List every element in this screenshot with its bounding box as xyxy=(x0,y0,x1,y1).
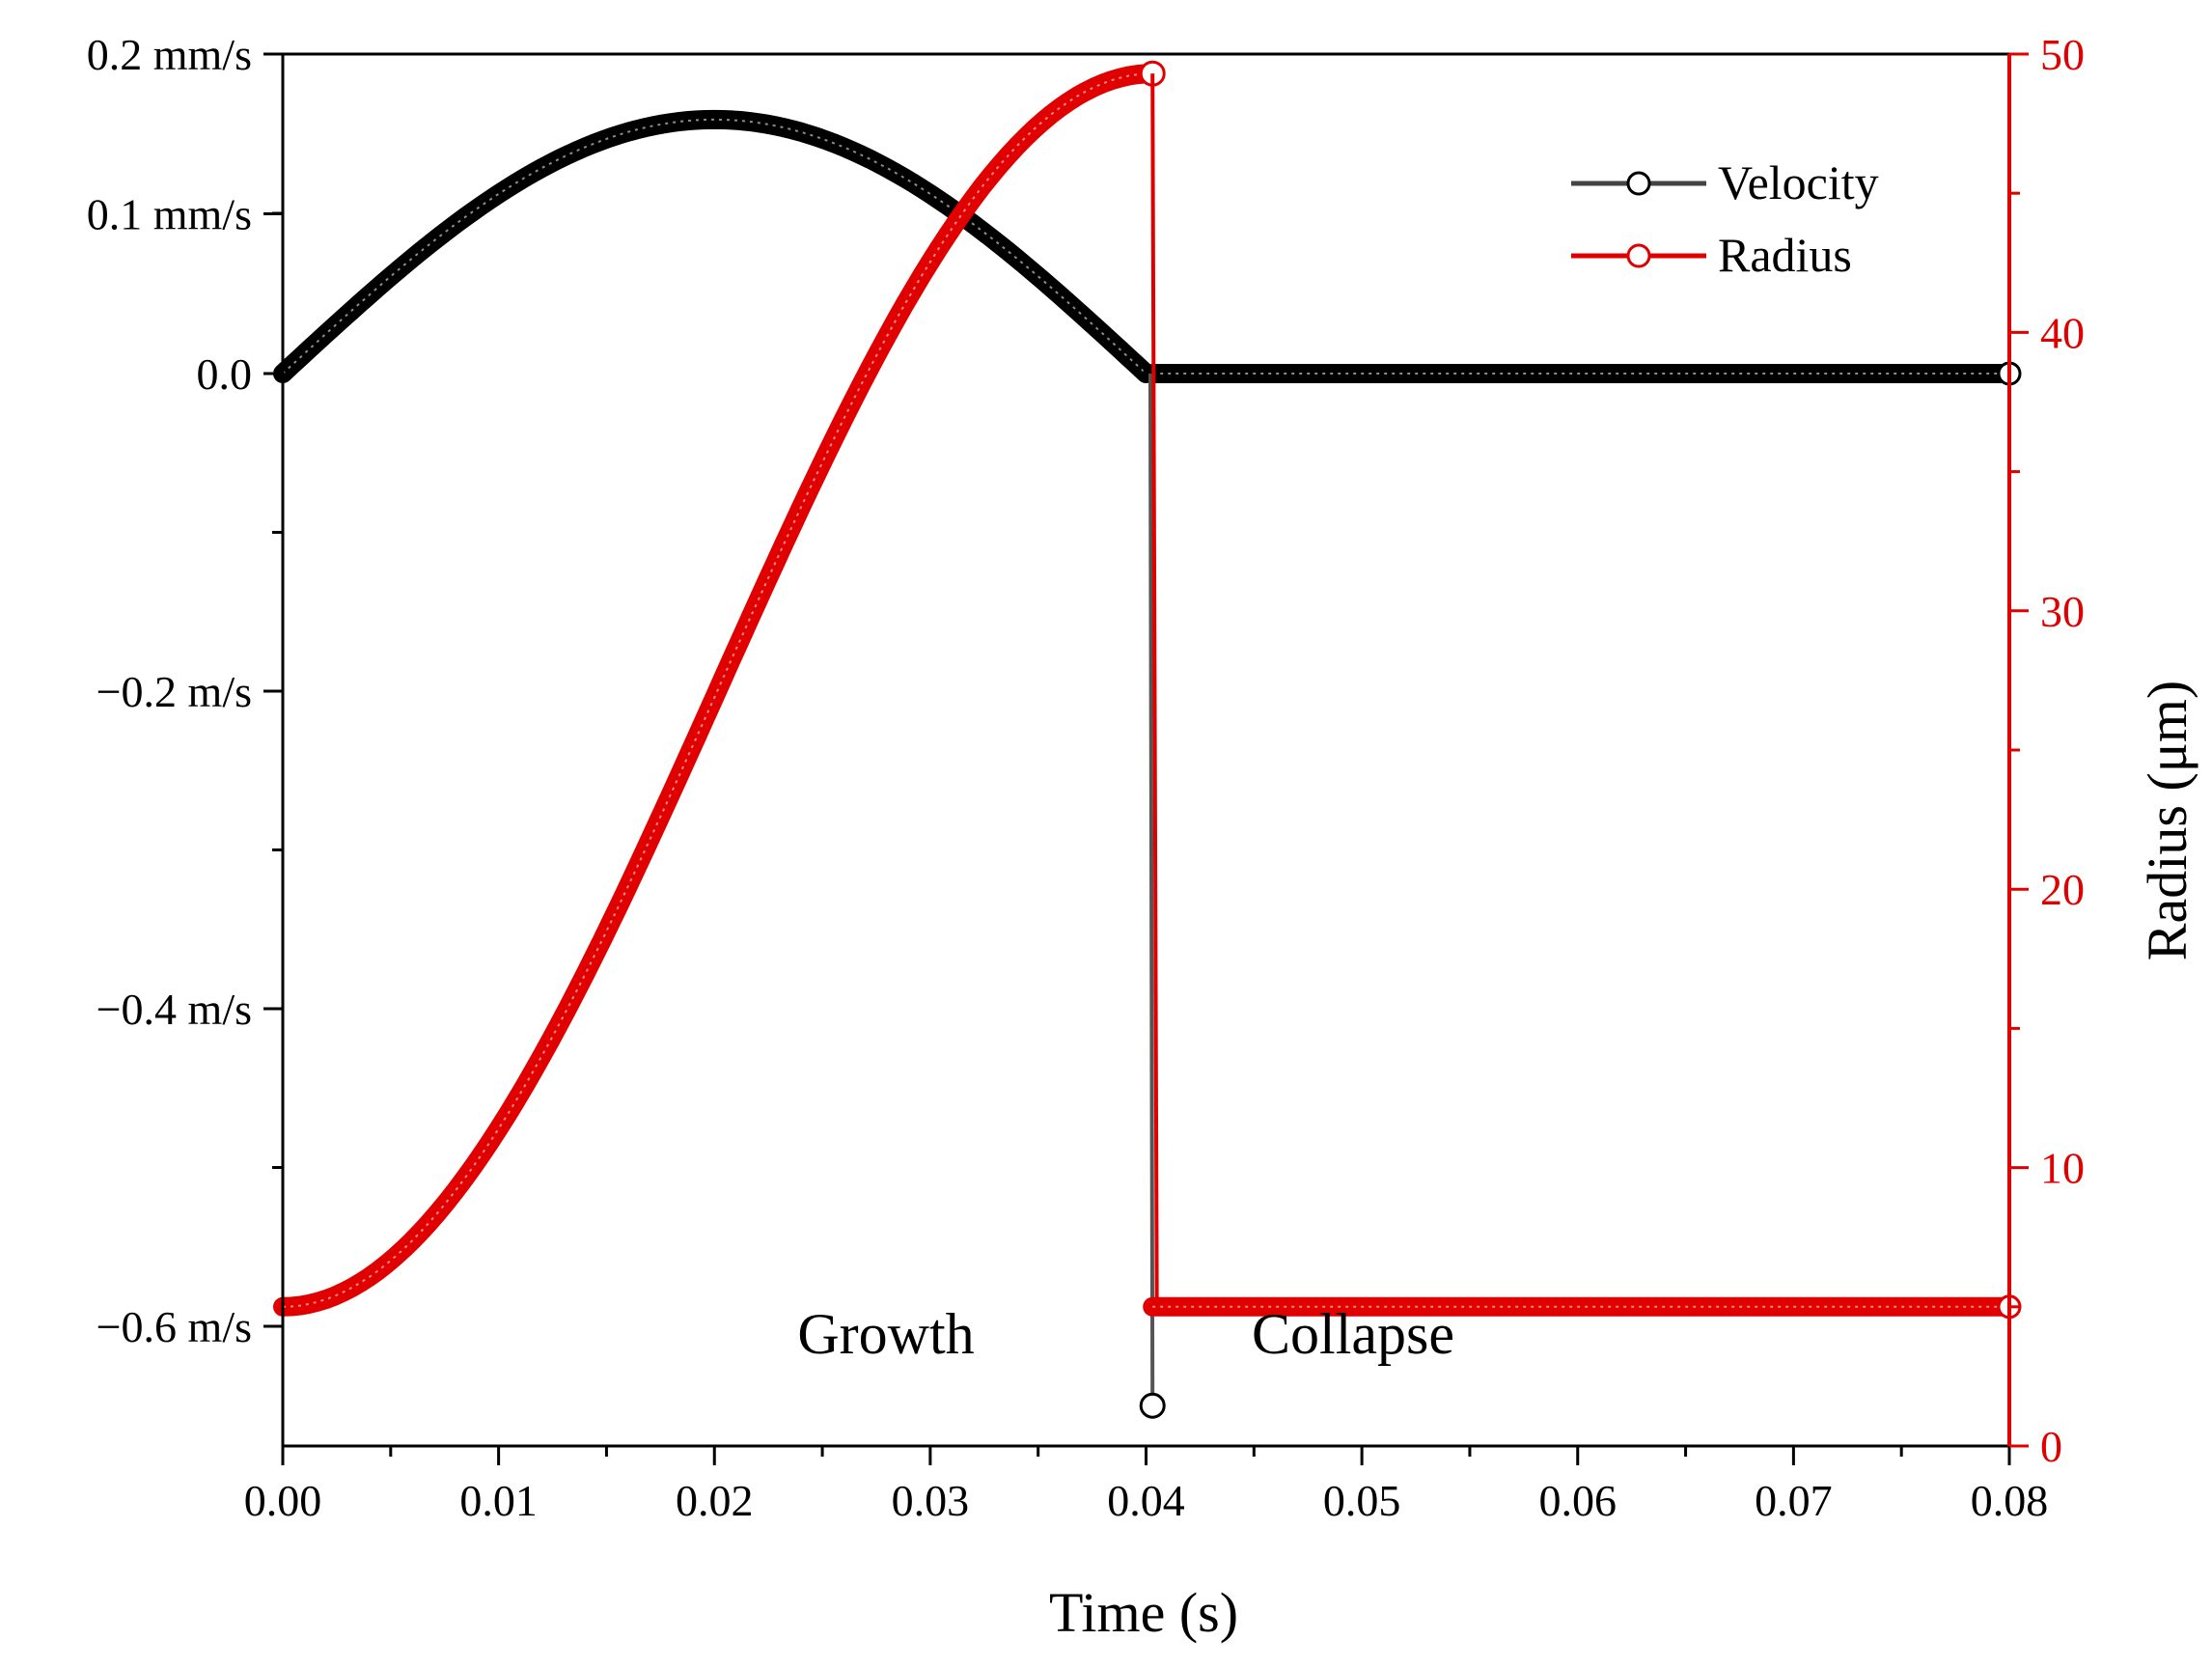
y-right-tick-label: 0 xyxy=(2040,1422,2062,1471)
x-tick-label: 0.02 xyxy=(676,1476,754,1525)
legend: Velocity Radius xyxy=(1571,155,1879,282)
series-velocity-growth xyxy=(273,109,1156,383)
x-tick-label: 0.08 xyxy=(1971,1476,2049,1525)
y-left-tick-label: −0.6 m/s xyxy=(97,1302,252,1351)
x-tick-label: 0.07 xyxy=(1755,1476,1833,1525)
legend-radius-label: Radius xyxy=(1718,228,1852,282)
x-tick-label: 0.03 xyxy=(892,1476,970,1525)
y-right-tick-label: 10 xyxy=(2040,1144,2085,1193)
legend-velocity-label: Velocity xyxy=(1718,155,1879,209)
y-left-tick-label: −0.2 m/s xyxy=(97,667,252,716)
legend-velocity-marker xyxy=(1626,171,1651,196)
legend-radius-marker xyxy=(1626,243,1651,268)
y-left-tick-label: 0.1 mm/s xyxy=(87,190,252,239)
annotation-growth: Growth xyxy=(797,1302,974,1366)
series-radius-drop xyxy=(1150,73,1159,1307)
series-velocity-collapse-point xyxy=(1139,1392,1166,1419)
x-axis-title: Time (s) xyxy=(1049,1581,1238,1644)
axes-layer: 0.00 0.01 0.02 0.03 0.04 0.05 0.06 0.07 0.080.2 … xyxy=(87,30,2085,1525)
y-left-tick-label: 0.0 xyxy=(197,349,253,399)
series-layer xyxy=(273,60,2022,1419)
y-axis-right-title: Radius (μm) xyxy=(2136,681,2198,960)
x-tick-label: 0.05 xyxy=(1323,1476,1401,1525)
y-right-tick-label: 30 xyxy=(2040,587,2085,636)
series-velocity-drop xyxy=(1147,373,1155,1406)
x-tick-label: 0.06 xyxy=(1539,1476,1618,1525)
y-right-tick-label: 50 xyxy=(2040,30,2085,79)
y-right-tick-label: 40 xyxy=(2040,308,2085,357)
x-tick-label: 0.04 xyxy=(1107,1476,1185,1525)
annotation-collapse: Collapse xyxy=(1252,1302,1454,1366)
series-radius-growth-texture xyxy=(282,72,1147,1308)
y-left-tick-label: −0.4 m/s xyxy=(97,985,252,1034)
x-tick-label: 0.00 xyxy=(244,1476,322,1525)
x-tick-label: 0.01 xyxy=(459,1476,538,1525)
y-right-tick-label: 20 xyxy=(2040,865,2085,914)
y-left-tick-label: 0.2 mm/s xyxy=(87,30,252,79)
